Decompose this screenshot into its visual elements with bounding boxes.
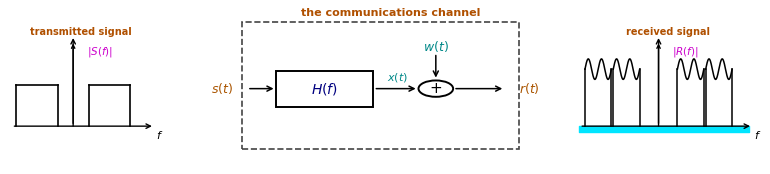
Text: $|R(f)|$: $|R(f)|$ (671, 45, 698, 59)
Bar (242, 22, 519, 149)
Text: $w(t)$: $w(t)$ (423, 39, 449, 54)
Text: the communications channel: the communications channel (301, 8, 480, 18)
Text: $+$: $+$ (429, 81, 443, 96)
Text: $x(t)$: $x(t)$ (387, 71, 408, 84)
Bar (276, 71, 373, 107)
Text: $f$: $f$ (156, 129, 162, 141)
Text: received signal: received signal (626, 27, 710, 37)
Text: $|S(f)|$: $|S(f)|$ (87, 45, 113, 59)
Text: transmitted signal: transmitted signal (30, 27, 132, 37)
Text: $r(t)$: $r(t)$ (519, 81, 540, 96)
Text: $H(f)$: $H(f)$ (312, 81, 338, 97)
Text: $f$: $f$ (754, 129, 761, 141)
Text: $s(t)$: $s(t)$ (211, 81, 233, 96)
